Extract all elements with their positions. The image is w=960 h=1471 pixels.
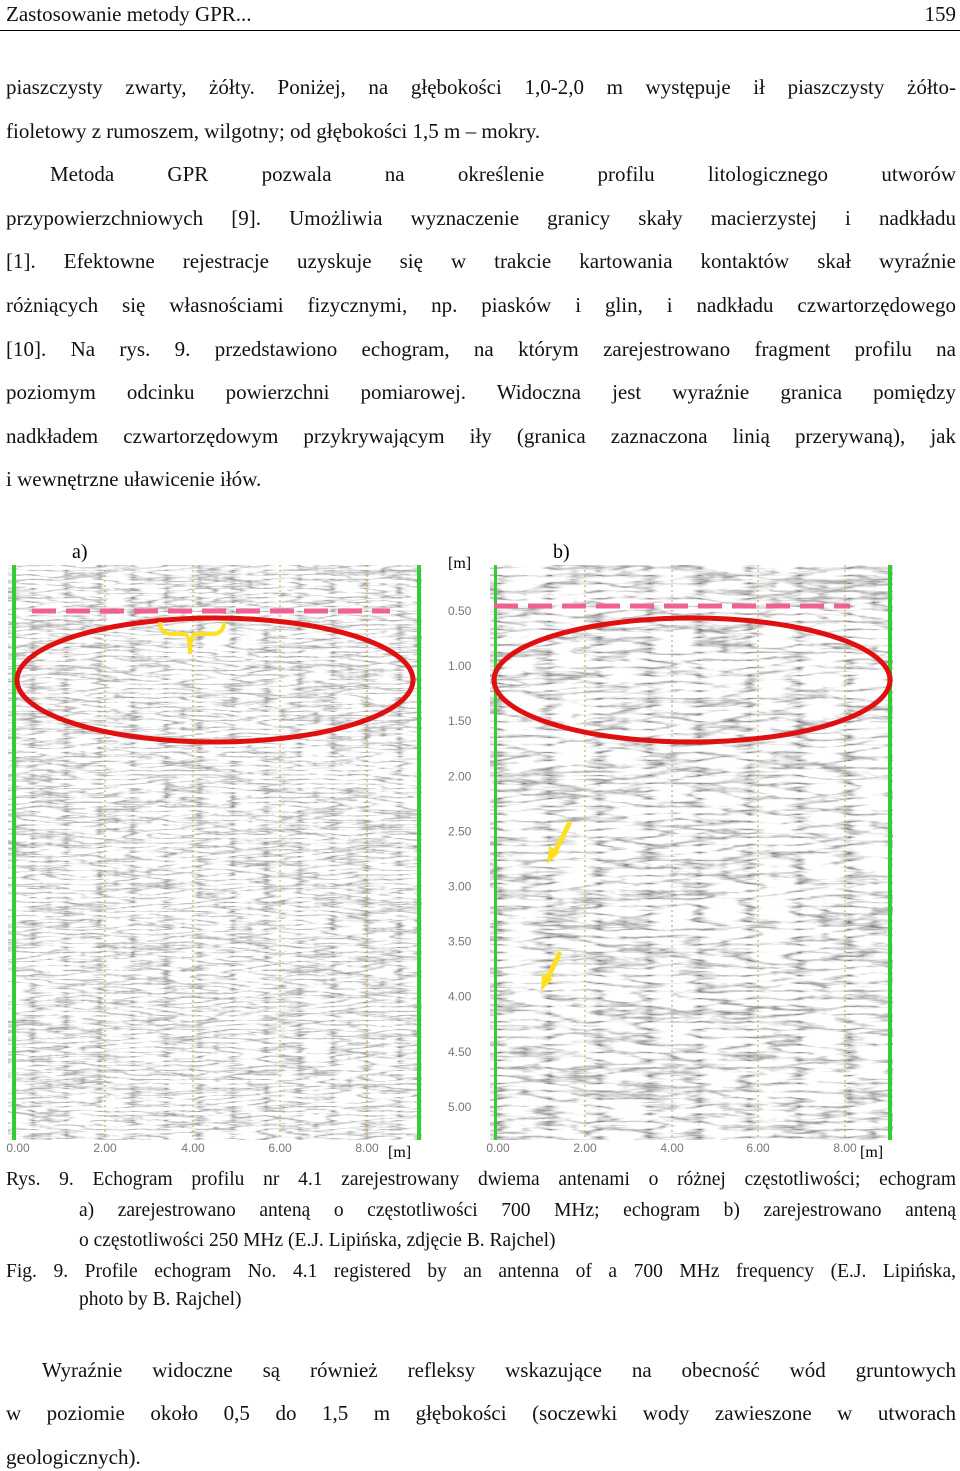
axis-unit: [m] (448, 555, 471, 572)
text-line: o częstotliwości 250 MHz (E.J. Lipińska,… (79, 1230, 556, 1251)
x-tick-label: 4.00 (181, 1141, 205, 1155)
figure: a) b) [m] 0.50 1.00 1.50 2.00 2.50 3.00 3.50 4.… (6, 538, 893, 1160)
x-tick-label: 0.00 (486, 1141, 510, 1155)
depth-tick-label: 5.00 (448, 1100, 472, 1114)
depth-tick-label: 4.50 (448, 1045, 472, 1059)
panel-label: a) (72, 541, 88, 563)
text-line: geologicznych). (6, 1444, 141, 1469)
text-line: Metoda GPR pozwala na określenie profilu… (50, 162, 956, 187)
axis-unit: [m] (388, 1144, 411, 1160)
depth-tick-label: 0.50 (448, 604, 472, 618)
axis-band (426, 538, 490, 1146)
header-title: Zastosowanie metody GPR... (6, 2, 252, 26)
axis-unit: [m] (860, 1144, 883, 1160)
arrow-head (547, 846, 560, 864)
depth-tick-label: 1.50 (448, 714, 472, 728)
highlight-ellipse (14, 615, 416, 745)
text-line: Fig. 9. Profile echogram No. 4.1 registe… (6, 1261, 956, 1282)
text-line: i wewnętrzne uławicenie iłów. (6, 467, 262, 492)
text-line: [10]. Na rys. 9. przedstawiono echogram,… (6, 336, 956, 361)
text-line: a) zarejestrowano anteną o częstotliwośc… (79, 1200, 956, 1221)
marker-bar (417, 565, 421, 1140)
x-tick-label: 4.00 (660, 1141, 684, 1155)
text-line: nadkładem czwartorzędowym przykrywającym… (6, 423, 956, 448)
arrow-head (541, 973, 553, 991)
x-tick-label: 2.00 (573, 1141, 597, 1155)
page-number: 159 (924, 2, 957, 26)
x-tick-label: 2.00 (93, 1141, 117, 1155)
text-line: przypowierzchniowych [9]. Umożliwia wyzn… (6, 205, 956, 230)
depth-tick-label: 1.00 (448, 659, 472, 673)
text-line: photo by B. Rajchel) (79, 1289, 242, 1310)
text-line: w poziomie około 0,5 do 1,5 m głębokości… (6, 1401, 956, 1426)
depth-tick-label: 4.00 (448, 990, 472, 1004)
highlight-ellipse (491, 615, 893, 745)
text-line: [1]. Efektowne rejestracje uzyskuje się … (6, 249, 956, 274)
x-tick-label: 0.00 (6, 1141, 30, 1155)
grid (104, 565, 846, 1140)
marker-bar (12, 565, 16, 1140)
x-tick-label: 6.00 (746, 1141, 770, 1155)
header-rule (0, 30, 960, 31)
brace (158, 621, 226, 655)
panel-label: b) (553, 541, 570, 563)
depth-tick-label: 3.50 (448, 935, 472, 949)
text-line: różniących się własnościami fizycznymi, … (6, 293, 956, 317)
text-line: piaszczysty zwarty, żółty. Poniżej, na g… (6, 75, 956, 99)
echogram-a (8, 565, 422, 1140)
x-tick-label: 8.00 (355, 1141, 379, 1155)
text-line: poziomym odcinku powierzchni pomiarowej.… (6, 380, 956, 405)
text-line: fioletowy z rumoszem, wilgotny; od głębo… (6, 118, 541, 143)
x-tick-label: 8.00 (833, 1141, 857, 1155)
marker-bar (494, 565, 497, 1140)
text-line: Wyraźnie widoczne są również refleksy ws… (42, 1358, 956, 1382)
marker-bar (888, 565, 892, 1140)
depth-tick-label: 2.50 (448, 824, 472, 838)
depth-tick-label: 2.00 (448, 769, 472, 783)
x-tick-label: 6.00 (268, 1141, 292, 1155)
depth-tick-label: 3.00 (448, 880, 472, 894)
text-line: Rys. 9. Echogram profilu nr 4.1 zarejest… (6, 1169, 956, 1190)
